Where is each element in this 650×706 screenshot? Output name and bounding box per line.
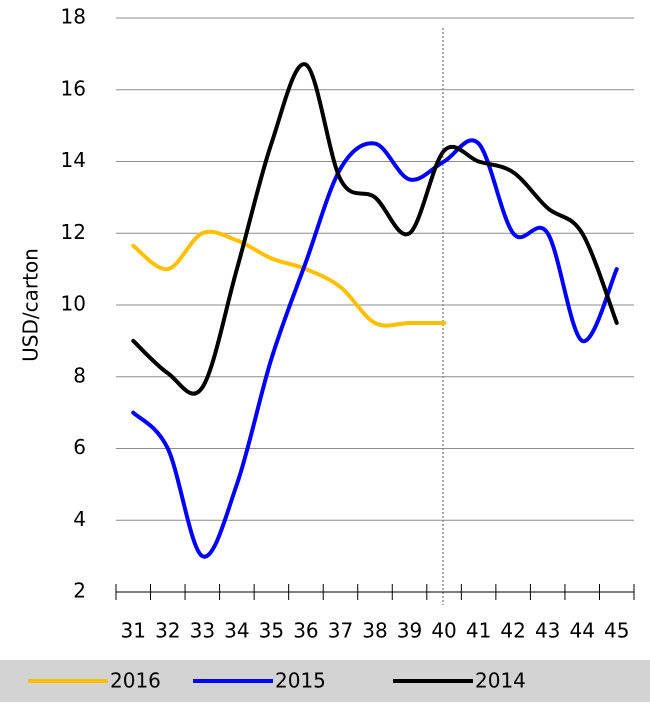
x-tick-label: 32 [155, 619, 180, 643]
y-tick-label: 4 [73, 507, 86, 531]
legend-label: 2015 [275, 669, 326, 693]
y-tick-label: 12 [61, 220, 86, 244]
legend-background [0, 660, 650, 702]
y-axis-label: USD/carton [19, 248, 43, 362]
y-tick-label: 2 [73, 579, 86, 603]
x-tick-label: 35 [259, 619, 284, 643]
y-tick-label: 16 [61, 76, 86, 100]
y-tick-label: 6 [73, 435, 86, 459]
x-tick-label: 41 [466, 619, 491, 643]
x-tick-label: 38 [362, 619, 387, 643]
x-tick-label: 36 [293, 619, 318, 643]
data-line [131, 229, 447, 328]
x-tick-label: 44 [569, 619, 594, 643]
y-tick-label: 10 [61, 292, 86, 316]
data-line [131, 62, 619, 396]
y-tick-label: 14 [61, 148, 86, 172]
y-tick-label: 8 [73, 363, 86, 387]
x-tick-label: 45 [604, 619, 629, 643]
x-tick-label: 37 [328, 619, 353, 643]
x-tick-label: 33 [190, 619, 215, 643]
legend-label: 2014 [475, 669, 526, 693]
x-tick-label: 40 [431, 619, 456, 643]
x-tick-label: 42 [500, 619, 525, 643]
x-tick-label: 39 [397, 619, 422, 643]
x-tick-label: 34 [224, 619, 249, 643]
y-tick-label: 18 [61, 5, 86, 29]
legend-label: 2016 [110, 669, 161, 693]
x-tick-label: 43 [535, 619, 560, 643]
x-tick-label: 31 [121, 619, 146, 643]
data-line [131, 138, 619, 559]
